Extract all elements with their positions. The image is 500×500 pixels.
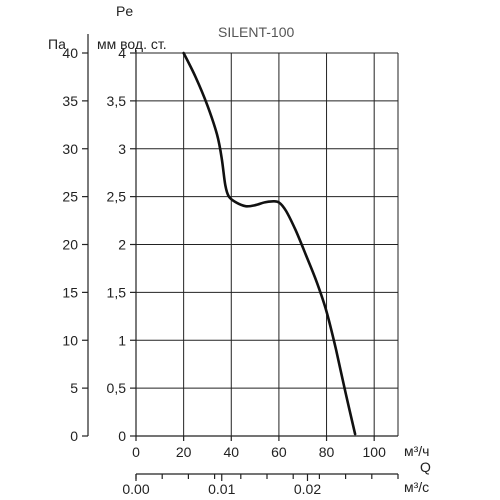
- x-m3h-tick-label-4: 80: [319, 444, 335, 460]
- series-line-performance-curve: [182, 51, 357, 436]
- y-mm-tick-label-3: 1,5: [107, 284, 127, 300]
- grid: [136, 52, 399, 436]
- x-m3h-tick-label-0: 0: [132, 444, 140, 460]
- y-mm-tick-label-2: 1: [118, 332, 126, 348]
- y-mm-tick-label-8: 4: [118, 45, 126, 61]
- x-m3h-tick-label-3: 60: [271, 444, 287, 460]
- y-mm-tick-label-6: 3: [118, 141, 126, 157]
- y-mm-tick-label-0: 0: [118, 428, 126, 444]
- y-pa-tick-label-7: 35: [62, 93, 78, 109]
- y-pa-tick-label-5: 25: [62, 189, 78, 205]
- x-axis-unit-m3s: м³/с: [404, 479, 429, 495]
- chart-title: SILENT-100: [218, 24, 294, 40]
- y-pa-tick-label-2: 10: [62, 332, 78, 348]
- x-m3s-tick-label-1: 0.01: [208, 481, 235, 497]
- y-axis-unit-mm: мм вод. ст.: [97, 36, 167, 52]
- y-pa-tick-label-1: 5: [70, 380, 78, 396]
- y-mm-tick-label-7: 3,5: [107, 93, 127, 109]
- y-mm-tick-label-1: 0,5: [107, 380, 127, 396]
- y-axis-symbol: Pe: [116, 3, 133, 19]
- y-pa-tick-label-6: 30: [62, 141, 78, 157]
- y-axis-unit-pa: Па: [48, 36, 66, 52]
- x-m3s-tick-label-2: 0.02: [294, 481, 321, 497]
- axes: [87, 34, 398, 475]
- x-m3h-tick-label-1: 20: [176, 444, 192, 460]
- y-pa-tick-label-0: 0: [70, 428, 78, 444]
- x-m3h-tick-label-5: 100: [363, 444, 387, 460]
- y-mm-tick-label-5: 2,5: [107, 189, 127, 205]
- y-mm-tick-label-4: 2: [118, 237, 126, 253]
- y-pa-tick-label-8: 40: [62, 45, 78, 61]
- x-axis-unit-m3h: м³/ч: [404, 443, 429, 459]
- series-group: [182, 51, 357, 436]
- y-pa-tick-label-3: 15: [62, 284, 78, 300]
- x-m3h-tick-label-2: 40: [223, 444, 239, 460]
- y-pa-tick-label-4: 20: [62, 237, 78, 253]
- x-m3s-tick-label-0: 0.00: [122, 481, 149, 497]
- x-axis-symbol: Q: [420, 459, 431, 475]
